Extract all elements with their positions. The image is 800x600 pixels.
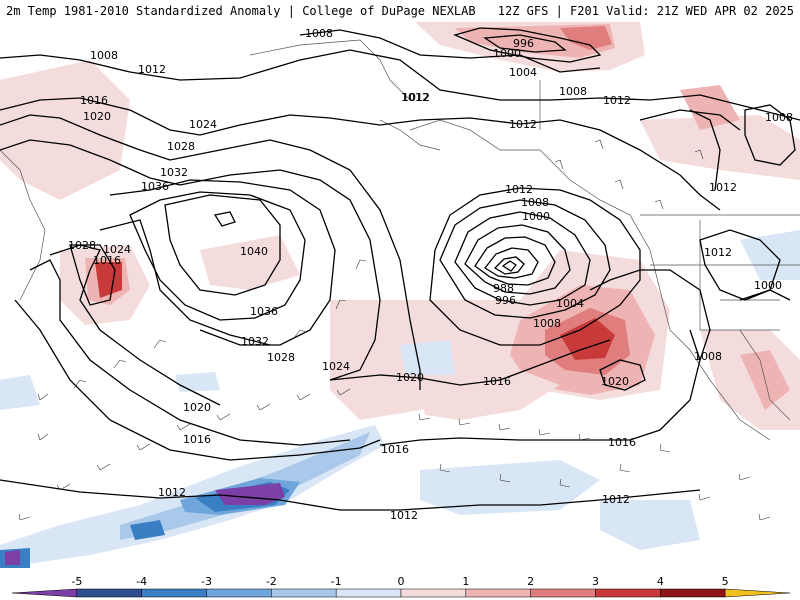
contour-label: 1008 — [90, 49, 118, 62]
contour-label: 1016 — [608, 436, 636, 449]
map-header: 2m Temp 1981-2010 Standardized Anomaly |… — [0, 0, 800, 22]
contour-label: 1008 — [305, 27, 333, 40]
pressure-anomaly-map: 1008 1008 1012 1016 1020 1024 1028 1032 … — [0, 22, 800, 574]
header-title: 2m Temp 1981-2010 Standardized Anomaly |… — [6, 4, 476, 18]
contour-label: 1040 — [240, 245, 268, 258]
contour-label: 1016 — [483, 375, 511, 388]
contour-label: 1032 — [160, 166, 188, 179]
wind-barbs — [18, 139, 771, 521]
colorbar-swatch — [530, 588, 596, 598]
colorbar-tick-label: -5 — [71, 575, 82, 588]
colorbar-tick-label: -2 — [266, 575, 277, 588]
contour-label: 1000 — [754, 279, 782, 292]
isobars — [0, 27, 800, 511]
colorbar-tick-label: 4 — [657, 575, 664, 588]
contour-label: 988 — [493, 282, 514, 295]
colorbar-tick-label: 1 — [462, 575, 469, 588]
contour-label: 1024 — [103, 243, 131, 256]
colorbar-tick-label: 3 — [592, 575, 599, 588]
header-valid-time: 12Z GFS | F201 Valid: 21Z WED APR 02 202… — [497, 4, 794, 18]
contour-label: 996 — [495, 294, 516, 307]
contour-label: 1000 — [493, 47, 521, 60]
colorbar-tick-label: -1 — [331, 575, 342, 588]
contour-label: 1016 — [381, 443, 409, 456]
contour-label: 1004 — [556, 297, 584, 310]
contour-label: 1024 — [189, 118, 217, 131]
colorbar-tick-label: -4 — [136, 575, 147, 588]
contour-label: 1032 — [241, 335, 269, 348]
contour-label: 1012 — [509, 118, 537, 131]
contour-label: 1036 — [250, 305, 278, 318]
contour-label: 1008 — [521, 196, 549, 209]
contour-label: 1016 — [183, 433, 211, 446]
colorbar-swatch — [400, 588, 467, 598]
contour-label: 1024 — [322, 360, 350, 373]
contour-label: 1012 — [402, 91, 430, 104]
contour-label: 1000 — [522, 210, 550, 223]
contour-label: 1036 — [141, 180, 169, 193]
colorbar-swatch — [595, 588, 661, 598]
colorbar-swatch — [206, 588, 272, 598]
contour-label: 1012 — [138, 63, 166, 76]
colorbar-swatch — [335, 588, 402, 598]
contour-label: 1012 — [505, 183, 533, 196]
colorbar-swatch — [76, 588, 142, 598]
coastlines — [0, 39, 800, 441]
contour-label: 1008 — [694, 350, 722, 363]
contour-label: 1020 — [83, 110, 111, 123]
contour-label: 1012 — [390, 509, 418, 522]
contour-label: 1012 — [603, 94, 631, 107]
contour-label: 1020 — [601, 375, 629, 388]
contour-label: 996 — [513, 37, 534, 50]
contour-label: 1012 — [158, 486, 186, 499]
contour-label: 1008 — [559, 85, 587, 98]
contour-label: 1012 — [704, 246, 732, 259]
colorbar-swatch — [724, 588, 791, 598]
contour-label: 1008 — [765, 111, 793, 124]
colorbar-swatch — [660, 588, 726, 598]
colorbar-swatch — [465, 588, 531, 598]
colorbar-swatch — [141, 588, 207, 598]
colorbar-tick-label: 2 — [527, 575, 534, 588]
contour-label: 1020 — [396, 371, 424, 384]
contour-label: 1016 — [80, 94, 108, 107]
colorbar-tick-label: 0 — [398, 575, 405, 588]
contour-labels: 1008 1008 1012 1016 1020 1024 1028 1032 … — [68, 27, 793, 522]
contour-label: 1016 — [93, 254, 121, 267]
colorbar-tick-label: 5 — [722, 575, 729, 588]
colorbar-swatch — [271, 588, 337, 598]
anomaly-colorbar: -5 -4 -3 -2 -1 0 1 2 3 4 5 — [0, 574, 800, 600]
contour-label: 1020 — [183, 401, 211, 414]
contour-label: 1004 — [509, 66, 537, 79]
contour-label: 1028 — [68, 239, 96, 252]
contour-label: 1012 — [602, 493, 630, 506]
colorbar-swatch — [11, 588, 78, 598]
contour-label: 1028 — [167, 140, 195, 153]
colorbar-tick-label: -3 — [201, 575, 212, 588]
contour-label: 1008 — [533, 317, 561, 330]
contour-label: 1012 — [709, 181, 737, 194]
contour-label: 1012 — [401, 91, 429, 104]
contour-label: 1028 — [267, 351, 295, 364]
